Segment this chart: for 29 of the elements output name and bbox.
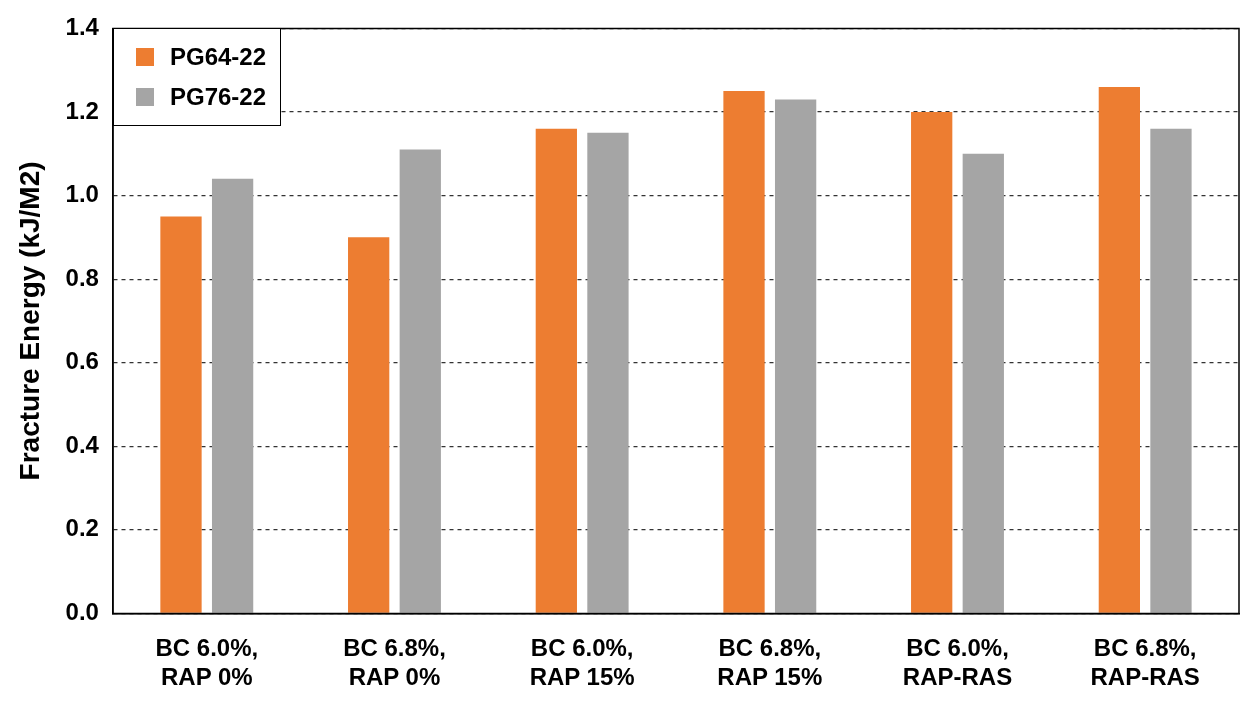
legend-label: PG64-22 xyxy=(169,43,267,72)
bar xyxy=(911,111,953,613)
bar xyxy=(723,91,765,613)
y-tick-label: 0.2 xyxy=(65,514,99,542)
y-tick-label: 0.8 xyxy=(65,263,99,291)
x-tick-label: BC 6.0%, RAP-RAS xyxy=(902,634,1013,691)
y-tick-label: 0.4 xyxy=(65,430,100,458)
x-tick-label: BC 6.8%, RAP 0% xyxy=(343,634,446,691)
x-tick-label: BC 6.8%, RAP-RAS xyxy=(1090,634,1200,691)
y-tick-label: 1.4 xyxy=(65,13,100,41)
bar xyxy=(774,99,817,613)
bar xyxy=(1098,86,1140,613)
y-tick-label: 0.0 xyxy=(65,598,99,626)
y-tick-label: 1.0 xyxy=(65,180,99,208)
bar xyxy=(160,216,202,613)
x-tick-label: BC 6.0%, RAP 0% xyxy=(155,634,259,691)
y-tick-label: 0.6 xyxy=(65,347,99,375)
x-tick-label: BC 6.0%, RAP 15% xyxy=(529,634,635,691)
y-axis-title: Fracture Energy (kJ/M2) xyxy=(13,161,45,481)
bar xyxy=(587,132,629,613)
y-tick-label: 1.2 xyxy=(65,96,99,124)
bar xyxy=(535,128,577,613)
bar xyxy=(348,237,390,613)
bar xyxy=(399,149,441,613)
legend-label: PG76-22 xyxy=(169,83,267,112)
bar xyxy=(1150,128,1192,613)
bar xyxy=(962,153,1004,613)
x-tick-label: BC 6.8%, RAP 15% xyxy=(717,634,823,691)
bar xyxy=(211,178,254,613)
